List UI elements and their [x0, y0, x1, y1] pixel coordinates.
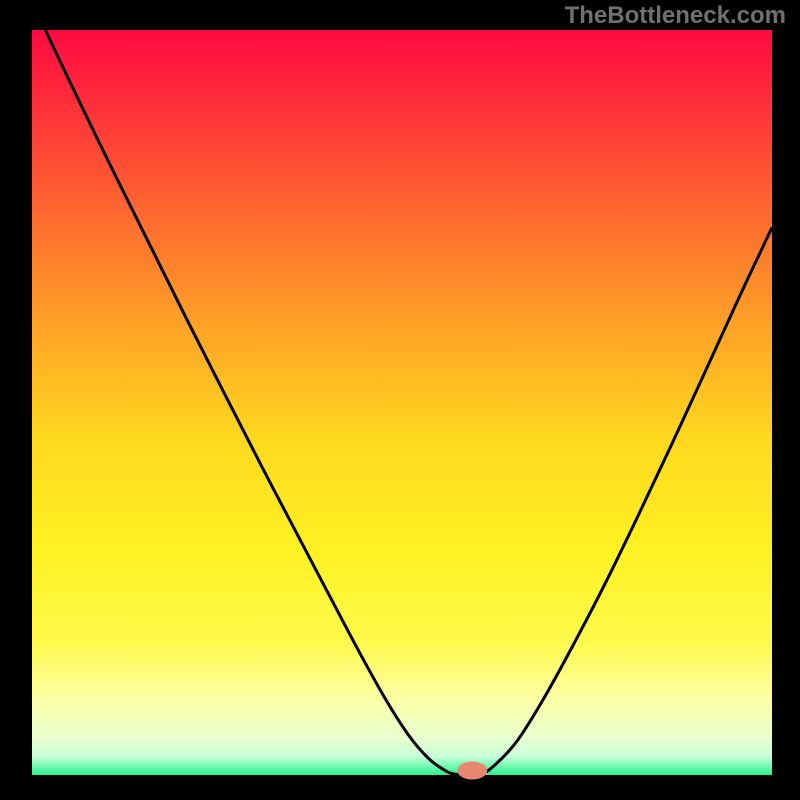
plot-background — [32, 30, 772, 775]
optimal-marker — [457, 762, 487, 780]
watermark-text: TheBottleneck.com — [565, 2, 786, 30]
bottleneck-chart: TheBottleneck.com — [0, 0, 800, 800]
chart-svg — [0, 0, 800, 800]
